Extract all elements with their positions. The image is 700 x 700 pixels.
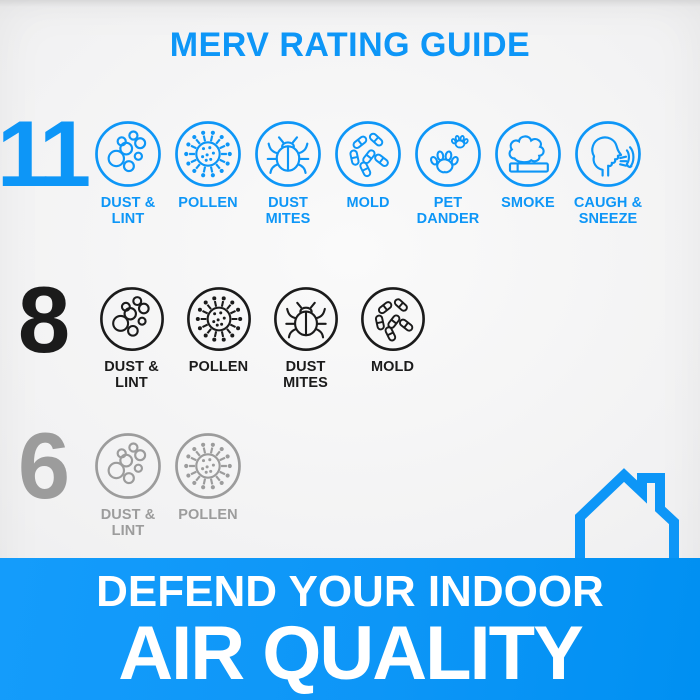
mold-icon [332, 118, 404, 190]
pollutant-label: POLLEN [178, 507, 238, 523]
page-title: MERV RATING GUIDE [169, 26, 531, 64]
merv-rating-11: 11 [0, 101, 91, 206]
pollutant-label: CAUGH & SNEEZE [573, 195, 643, 228]
pollutant-label: PET DANDER [416, 195, 480, 228]
pollutant-cell: POLLEN [168, 430, 248, 523]
pollutant-label: MOLD [370, 359, 415, 375]
banner-subtitle: DEFEND YOUR INDOOR [96, 567, 604, 616]
pollutant-label: DUST MITES [265, 195, 311, 228]
pollutant-cell: POLLEN [168, 118, 248, 211]
pollutant-cell: PET DANDER [408, 118, 488, 228]
pollutant-cell: POLLEN [175, 284, 262, 375]
dust-lint-icon [92, 430, 164, 502]
pollutant-cell: SMOKE [488, 118, 568, 211]
dust-lint-icon [92, 118, 164, 190]
pet-dander-icon [412, 118, 484, 190]
mold-icon [358, 284, 428, 354]
merv-rating-8: 8 [17, 267, 70, 372]
pollutant-cell: MOLD [349, 284, 436, 375]
merv-row-8: 8 DUST & LINT POLLEN DUST MITES MOLD [0, 267, 436, 392]
pollutant-cell: CAUGH & SNEEZE [568, 118, 648, 228]
pollutant-cell: DUST & LINT [88, 284, 175, 392]
pollutant-label: SMOKE [501, 195, 555, 211]
pollen-icon [172, 118, 244, 190]
dust-mites-icon [252, 118, 324, 190]
pollutant-cell: MOLD [328, 118, 408, 211]
dust-lint-icon [97, 284, 167, 354]
caugh-sneeze-icon [572, 118, 644, 190]
house-icon [575, 468, 679, 560]
smoke-icon [492, 118, 564, 190]
pollutant-label: DUST & LINT [104, 359, 159, 392]
pollutant-label: DUST MITES [283, 359, 328, 392]
pollutant-cell: DUST & LINT [88, 118, 168, 228]
pollen-icon [172, 430, 244, 502]
dust-mites-icon [271, 284, 341, 354]
pollutant-label: POLLEN [188, 359, 249, 375]
pollutant-cell: DUST MITES [262, 284, 349, 392]
pollutant-cell: DUST & LINT [88, 430, 168, 540]
merv-row-11: 11 DUST & LINT POLLEN DUST MITES MOLD PE… [0, 101, 648, 228]
merv-row-6: 6 DUST & LINT POLLEN [0, 413, 248, 540]
pollutant-label: DUST & LINT [100, 195, 156, 228]
pollutant-label: MOLD [346, 195, 390, 211]
pollutant-cell: DUST MITES [248, 118, 328, 228]
banner-title: AIR QUALITY [118, 611, 584, 697]
pollen-icon [184, 284, 254, 354]
pollutant-label: POLLEN [178, 195, 238, 211]
pollutant-label: DUST & LINT [100, 507, 156, 540]
merv-rating-6: 6 [17, 413, 70, 518]
banner: DEFEND YOUR INDOOR AIR QUALITY [0, 558, 700, 700]
